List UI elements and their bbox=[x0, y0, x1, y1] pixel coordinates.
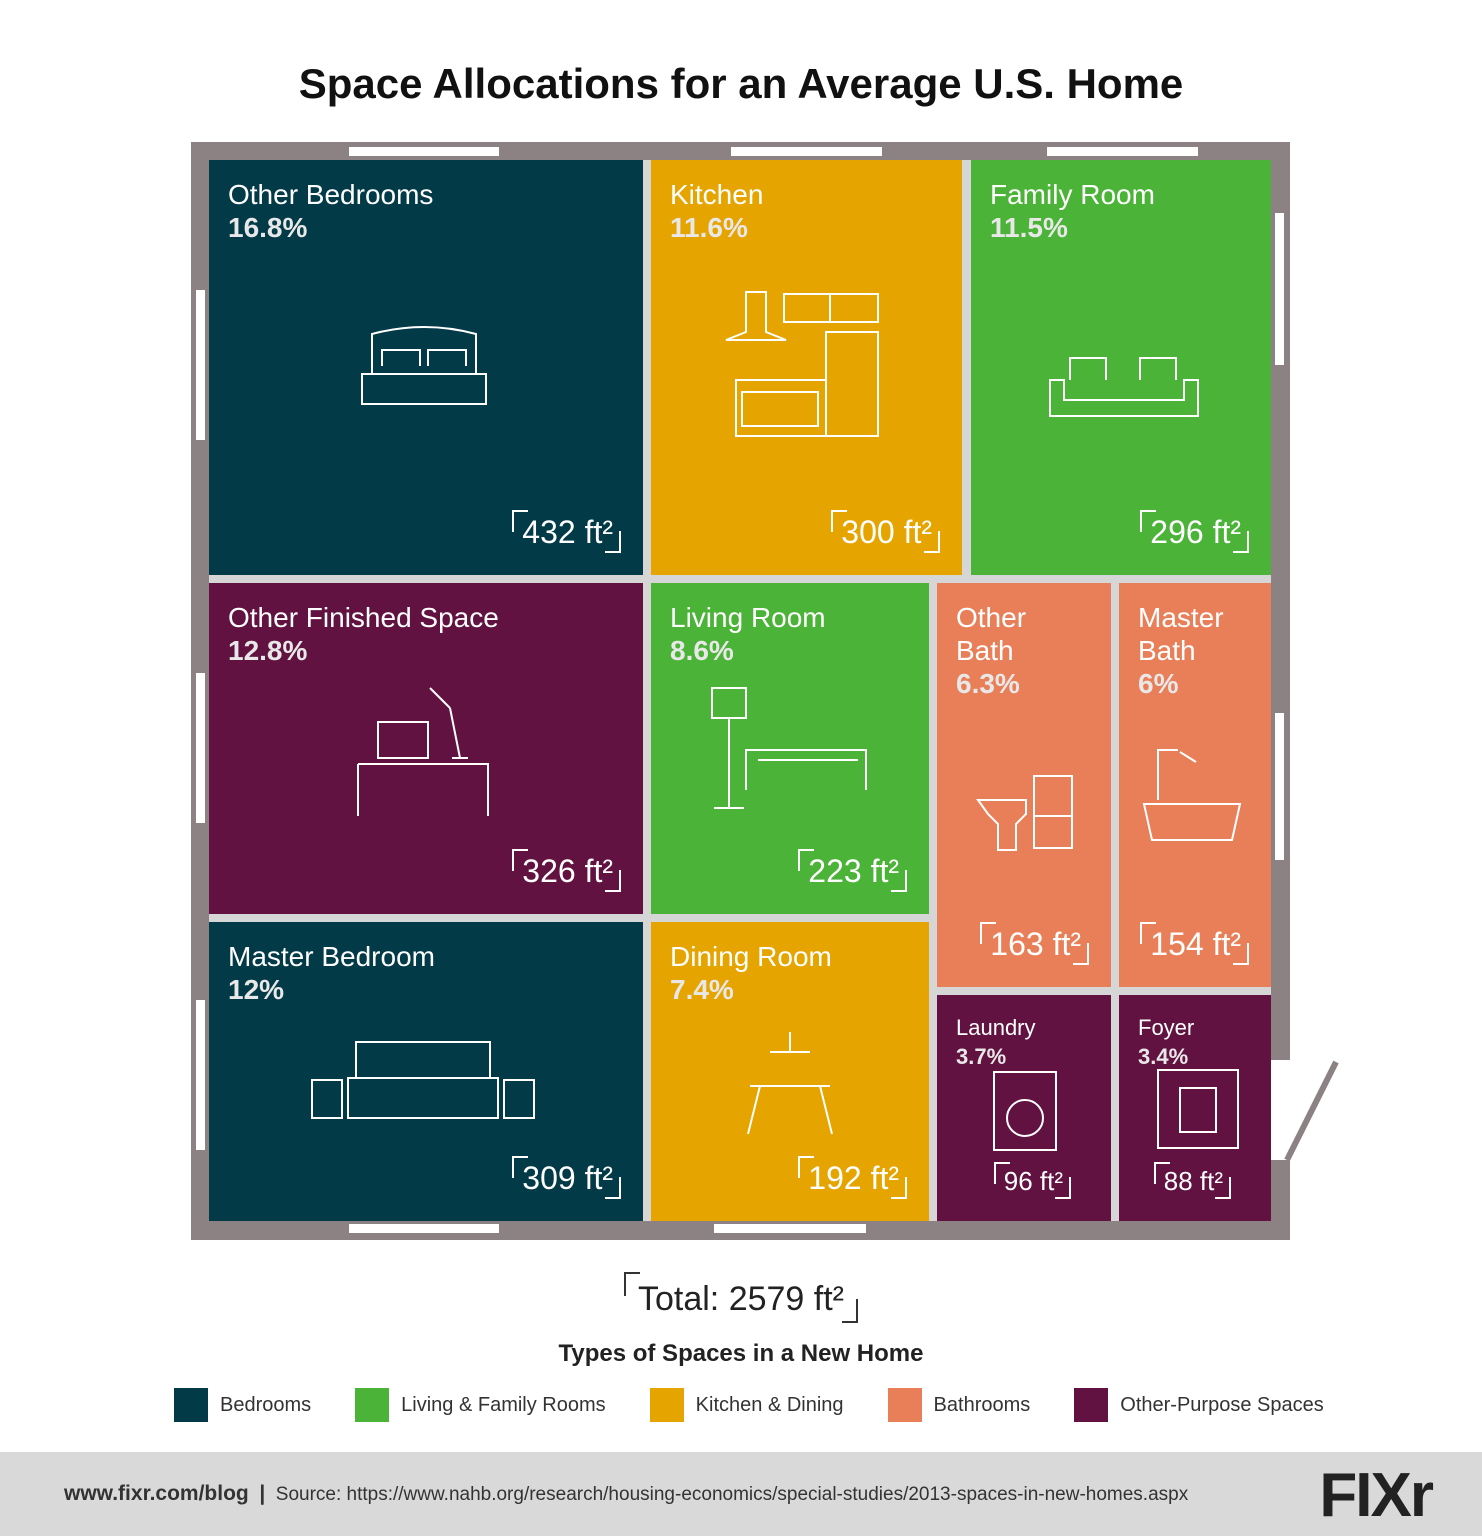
door bbox=[1284, 1060, 1339, 1162]
room-area: 192 ft² bbox=[798, 1156, 907, 1199]
room-name: Master Bedroom bbox=[228, 941, 435, 972]
window bbox=[196, 673, 205, 823]
logo: FIXr bbox=[1319, 1461, 1434, 1530]
window bbox=[731, 147, 882, 156]
window bbox=[349, 147, 499, 156]
room-name: Laundry bbox=[956, 1015, 1036, 1040]
legend-item: Bedrooms bbox=[174, 1388, 311, 1422]
site: www.fixr.com/blog bbox=[64, 1482, 249, 1505]
window bbox=[1275, 713, 1284, 860]
room-area: 163 ft² bbox=[980, 922, 1089, 965]
room-percent: 6% bbox=[1138, 668, 1179, 699]
room: Family Room 11.5% 296 ft² bbox=[971, 160, 1271, 575]
room-name: Other Finished Space bbox=[228, 602, 499, 633]
window bbox=[196, 290, 205, 440]
window bbox=[1275, 213, 1284, 365]
legend-swatch bbox=[649, 1388, 684, 1422]
room-percent: 7.4% bbox=[670, 974, 734, 1005]
room-text: Other Finished Space 12.8% bbox=[228, 601, 628, 667]
legend-label: Bedrooms bbox=[220, 1393, 312, 1416]
room-text: Living Room 8.6% bbox=[670, 601, 929, 667]
room: Living Room 8.6% 223 ft² bbox=[651, 583, 929, 914]
room-text: Master Bedroom 12% bbox=[228, 940, 628, 1006]
room-area: 300 ft² bbox=[831, 510, 940, 553]
room-name: Family Room bbox=[990, 179, 1155, 210]
room: Dining Room 7.4% 192 ft² bbox=[651, 922, 929, 1221]
room-percent: 8.6% bbox=[670, 635, 734, 666]
window bbox=[349, 1224, 499, 1233]
room-area: 296 ft² bbox=[1140, 510, 1249, 553]
legend-item: Other-Purpose Spaces bbox=[1074, 1388, 1324, 1422]
room-text: Other Bedrooms 16.8% bbox=[228, 178, 628, 244]
legend-swatch bbox=[174, 1388, 208, 1422]
window bbox=[714, 1224, 866, 1233]
legend-label: Other-Purpose Spaces bbox=[1120, 1393, 1324, 1416]
room-percent: 12% bbox=[228, 974, 285, 1005]
room-area: 309 ft² bbox=[512, 1156, 621, 1199]
legend-item: Living & Family Rooms bbox=[355, 1388, 606, 1422]
room: Other Finished Space 12.8% 326 ft² bbox=[209, 583, 643, 914]
room-name: Dining Room bbox=[670, 941, 832, 972]
legend-item: Kitchen & Dining bbox=[649, 1388, 844, 1422]
source: Source: https://www.nahb.org/research/ho… bbox=[275, 1484, 1189, 1505]
room-percent: 16.8% bbox=[228, 212, 308, 243]
room-text: Kitchen 11.6% bbox=[670, 178, 950, 244]
room-text: Dining Room 7.4% bbox=[670, 940, 929, 1006]
room-area: 223 ft² bbox=[798, 849, 907, 892]
room-percent: 12.8% bbox=[228, 635, 308, 666]
room-text: Master Bath 6% bbox=[1138, 601, 1238, 700]
room-name: Kitchen bbox=[670, 179, 764, 210]
legend-label: Bathrooms bbox=[933, 1393, 1031, 1416]
room-name: Other Bath bbox=[956, 602, 1027, 666]
legend-swatch bbox=[887, 1388, 922, 1422]
legend-item: Bathrooms bbox=[887, 1388, 1031, 1422]
room: Other Bedrooms 16.8% 432 ft² bbox=[209, 160, 643, 575]
total: Total: 2579 ft² bbox=[0, 1272, 1482, 1323]
room-area: 326 ft² bbox=[512, 849, 621, 892]
footer-text: www.fixr.com/blog | Source: https://www.… bbox=[64, 1482, 1188, 1506]
room-text: Laundry 3.7% bbox=[956, 1013, 1111, 1071]
footer: www.fixr.com/blog | Source: https://www.… bbox=[0, 1452, 1482, 1536]
window bbox=[1047, 147, 1198, 156]
room-name: Foyer bbox=[1138, 1015, 1195, 1040]
room: Master Bedroom 12% 309 ft² bbox=[209, 922, 643, 1221]
total-label: Total: 2579 ft² bbox=[623, 1272, 859, 1323]
room-text: Foyer 3.4% bbox=[1138, 1013, 1268, 1071]
window bbox=[196, 1000, 205, 1150]
room: Master Bath 6% 154 ft² bbox=[1119, 583, 1271, 987]
title: Space Allocations for an Average U.S. Ho… bbox=[298, 60, 1184, 107]
room: Laundry 3.7% 96 ft² bbox=[937, 995, 1111, 1221]
legend-title: Types of Spaces in a New Home bbox=[558, 1340, 924, 1367]
room-percent: 11.5% bbox=[990, 212, 1068, 243]
room: Other Bath 6.3% 163 ft² bbox=[937, 583, 1111, 987]
room-area: 154 ft² bbox=[1140, 922, 1249, 965]
room-area: 88 ft² bbox=[1153, 1162, 1232, 1199]
separator: | bbox=[259, 1482, 266, 1505]
legend-label: Living & Family Rooms bbox=[401, 1393, 606, 1416]
room-area: 432 ft² bbox=[512, 510, 621, 553]
room-percent: 11.6% bbox=[670, 212, 748, 243]
room-name: Master Bath bbox=[1138, 602, 1224, 666]
room-name: Other Bedrooms bbox=[228, 179, 434, 210]
room-text: Other Bath 6.3% bbox=[956, 601, 1056, 700]
room: Kitchen 11.6% 300 ft² bbox=[651, 160, 962, 575]
room-percent: 3.4% bbox=[1138, 1044, 1189, 1069]
room: Foyer 3.4% 88 ft² bbox=[1119, 995, 1271, 1221]
legend-swatch bbox=[1074, 1388, 1109, 1422]
room-name: Living Room bbox=[670, 602, 826, 633]
room-text: Family Room 11.5% bbox=[990, 178, 1270, 244]
room-percent: 3.7% bbox=[956, 1044, 1007, 1069]
legend-swatch bbox=[355, 1388, 390, 1422]
room-percent: 6.3% bbox=[956, 668, 1020, 699]
legend-label: Kitchen & Dining bbox=[695, 1393, 844, 1416]
room-area: 96 ft² bbox=[993, 1162, 1072, 1199]
legend: Bedrooms Living & Family Rooms Kitchen & D… bbox=[174, 1388, 1368, 1422]
